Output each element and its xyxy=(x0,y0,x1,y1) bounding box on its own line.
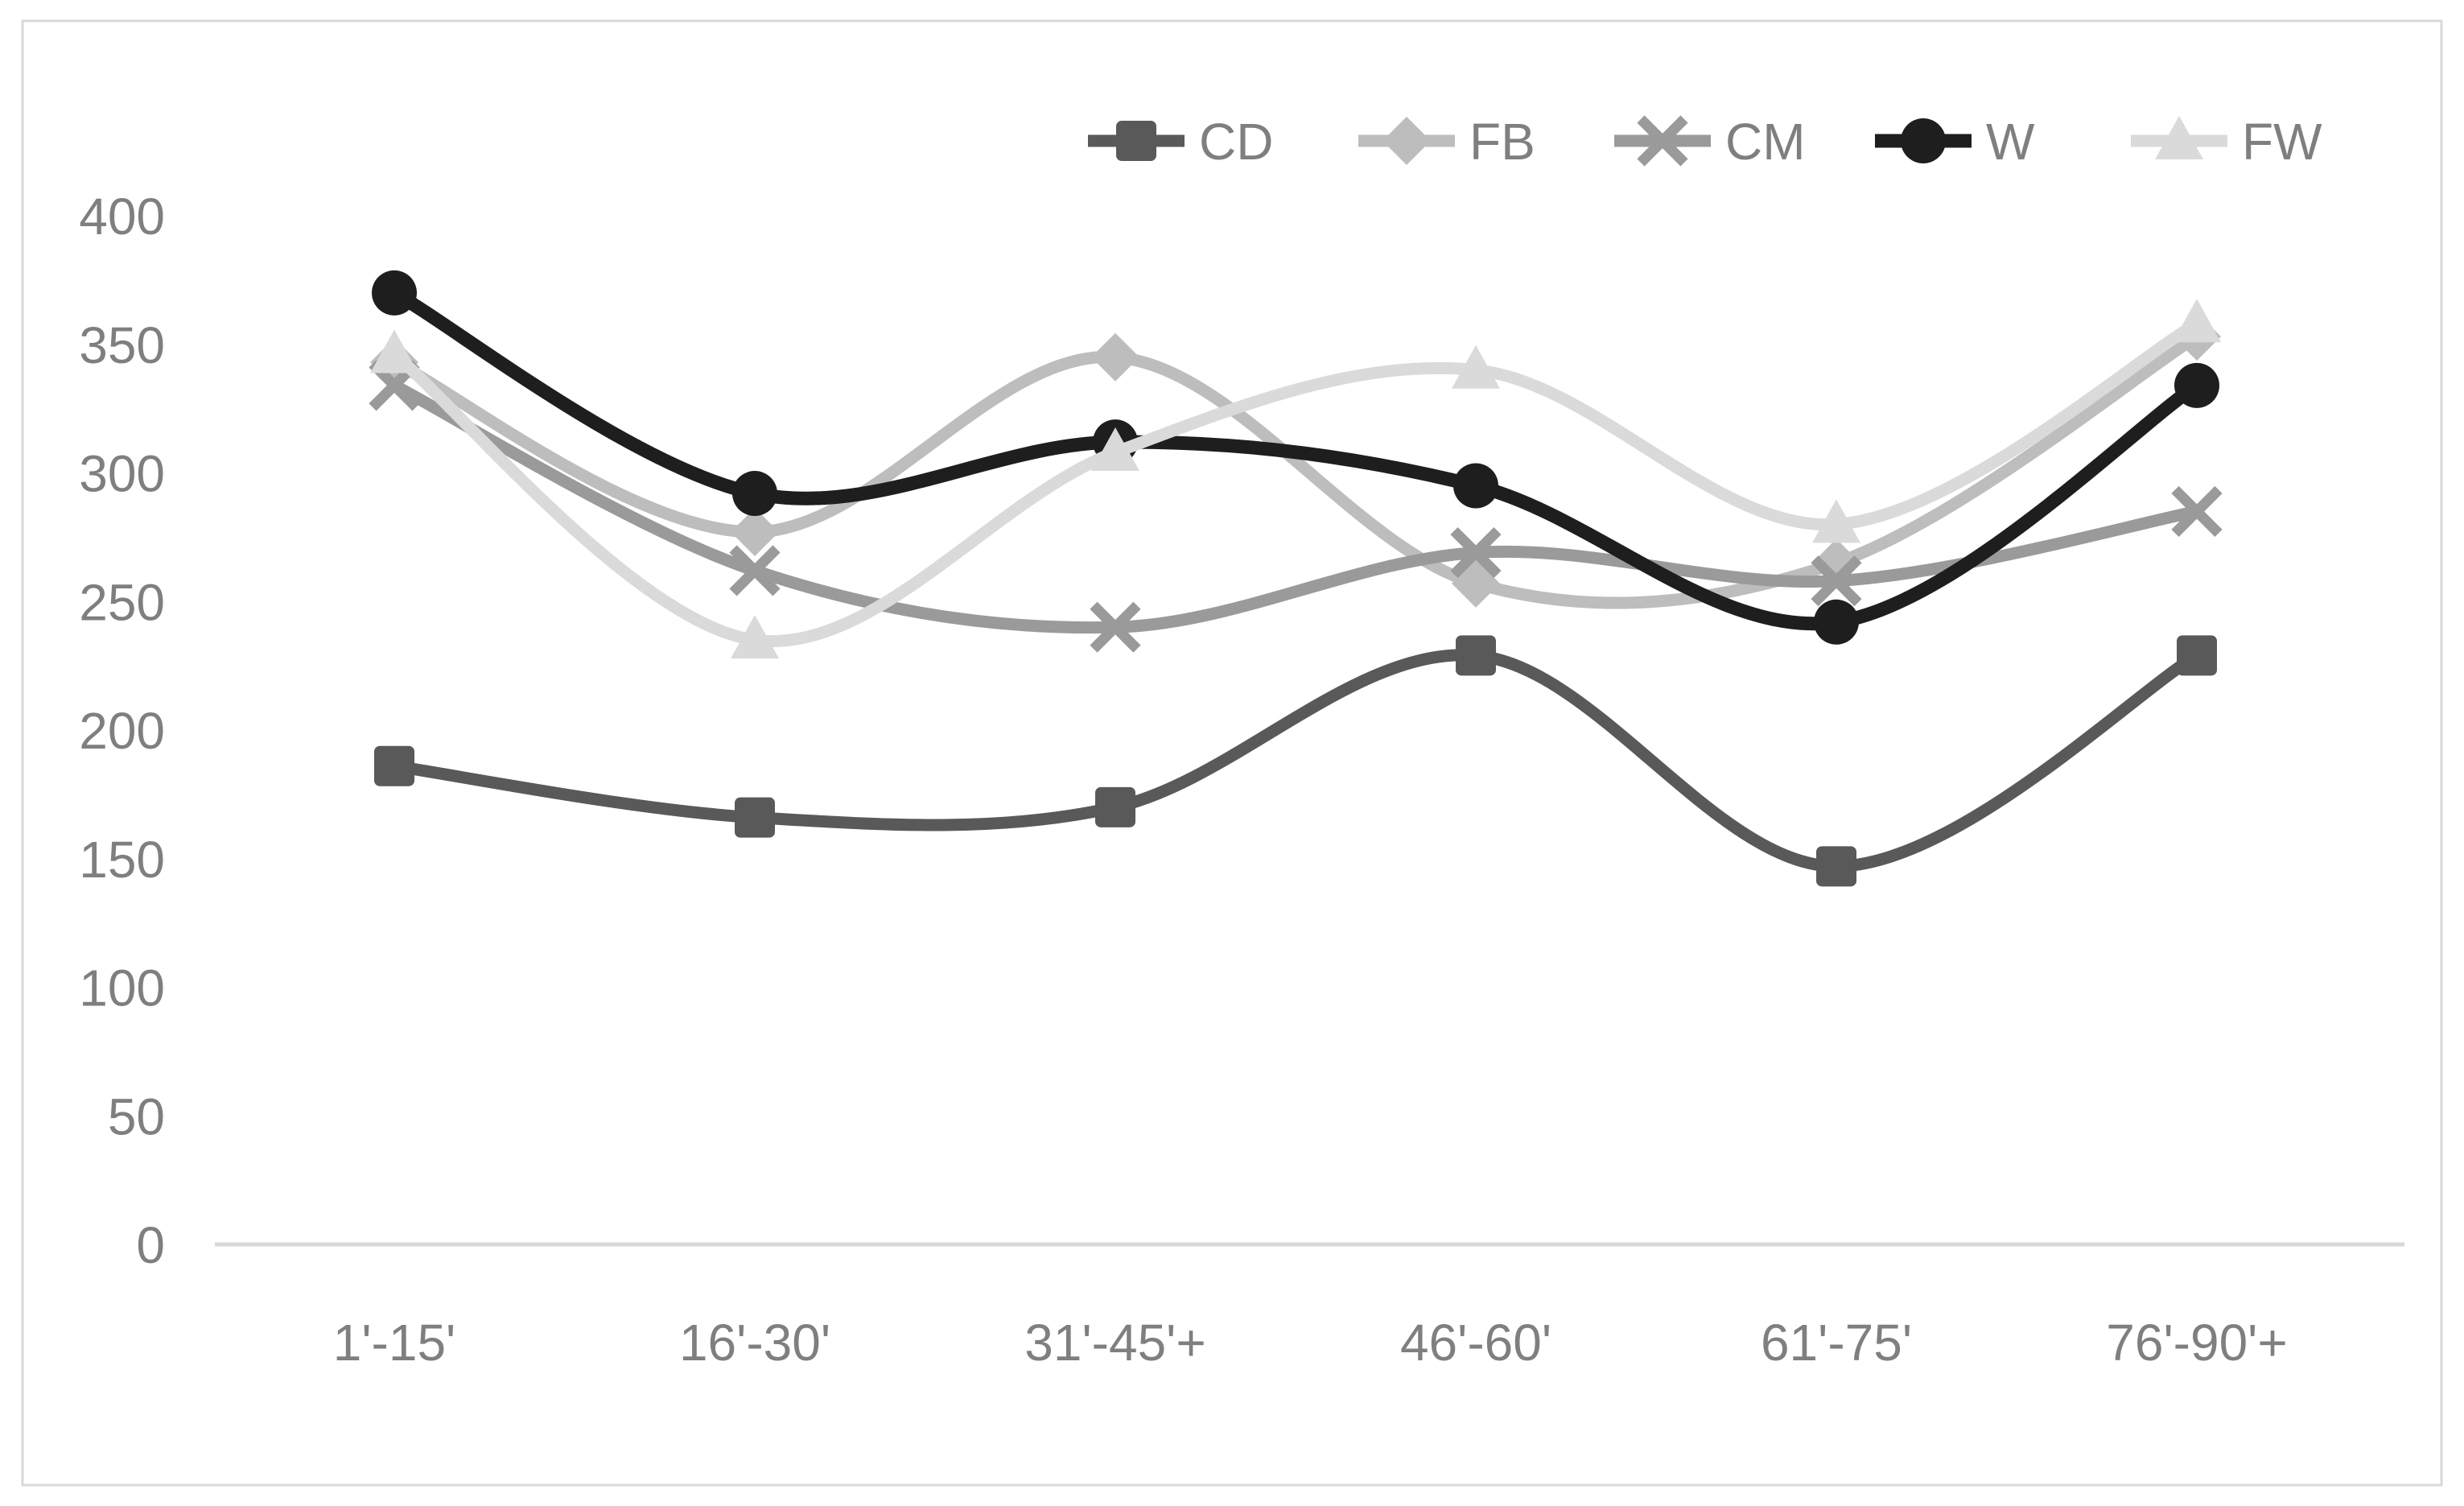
marker-FB-2 xyxy=(1091,332,1139,382)
x-tick-label: 31'-45'+ xyxy=(1024,1314,1206,1372)
legend-label-CD: CD xyxy=(1199,113,1273,171)
legend-label-FW: FW xyxy=(2242,113,2322,171)
marker-FW-4 xyxy=(1812,499,1860,543)
legend-item-CD: CD xyxy=(1088,113,1273,171)
marker-CM-5 xyxy=(2171,485,2223,538)
marker-CD-3 xyxy=(1456,635,1496,676)
y-tick-label: 350 xyxy=(79,316,165,374)
legend-marker-CD-icon xyxy=(1116,121,1156,161)
marker-FW-0 xyxy=(370,329,418,373)
marker-W-3 xyxy=(1453,463,1498,509)
y-tick-label: 250 xyxy=(79,573,165,631)
marker-CD-4 xyxy=(1816,846,1856,887)
marker-FW-2 xyxy=(1091,427,1139,471)
marker-CD-5 xyxy=(2177,635,2217,676)
marker-CD-2 xyxy=(1095,786,1135,827)
legend-item-CM: CM xyxy=(1614,113,1806,171)
marker-CM-1 xyxy=(729,545,781,596)
marker-FW-5 xyxy=(2173,299,2221,343)
series-line-CM xyxy=(388,379,2203,634)
marker-CD-0 xyxy=(374,745,414,786)
series-line-CD xyxy=(388,649,2203,873)
legend-label-W: W xyxy=(1986,113,2035,171)
chart-border xyxy=(21,19,2443,1487)
legend-marker-W-icon xyxy=(1901,118,1946,163)
x-tick-label: 76'-90'+ xyxy=(2106,1314,2288,1372)
marker-W-5 xyxy=(2174,362,2219,408)
legend-marker-FB-icon xyxy=(1382,117,1431,165)
marker-W-1 xyxy=(732,471,777,517)
legend-marker-FW-icon xyxy=(2155,116,2203,159)
marker-CD-1 xyxy=(735,797,775,838)
y-tick-label: 200 xyxy=(79,702,165,760)
legend-label-CM: CM xyxy=(1725,113,1806,171)
marker-FW-1 xyxy=(731,615,779,659)
marker-W-0 xyxy=(372,270,417,316)
y-tick-label: 100 xyxy=(79,959,165,1017)
y-tick-label: 0 xyxy=(136,1216,165,1274)
marker-W-4 xyxy=(1814,599,1859,645)
y-tick-label: 400 xyxy=(79,188,165,245)
series-line-W xyxy=(387,286,2204,631)
x-tick-label: 16'-30' xyxy=(679,1314,830,1372)
marker-CM-3 xyxy=(1450,526,1502,579)
x-tick-label: 46'-60' xyxy=(1400,1314,1551,1372)
legend-marker-CM-icon xyxy=(1637,115,1688,167)
marker-CM-4 xyxy=(1811,555,1862,607)
series-line-FW xyxy=(388,317,2203,648)
y-tick-label: 50 xyxy=(108,1087,165,1145)
y-tick-label: 300 xyxy=(79,445,165,503)
marker-FB-1 xyxy=(731,507,779,556)
y-tick-label: 150 xyxy=(79,831,165,889)
marker-FW-3 xyxy=(1452,345,1500,389)
x-tick-label: 1'-15' xyxy=(333,1314,456,1372)
legend-label-FB: FB xyxy=(1469,113,1535,171)
x-tick-label: 61'-75' xyxy=(1761,1314,1912,1372)
marker-CM-2 xyxy=(1090,601,1141,653)
